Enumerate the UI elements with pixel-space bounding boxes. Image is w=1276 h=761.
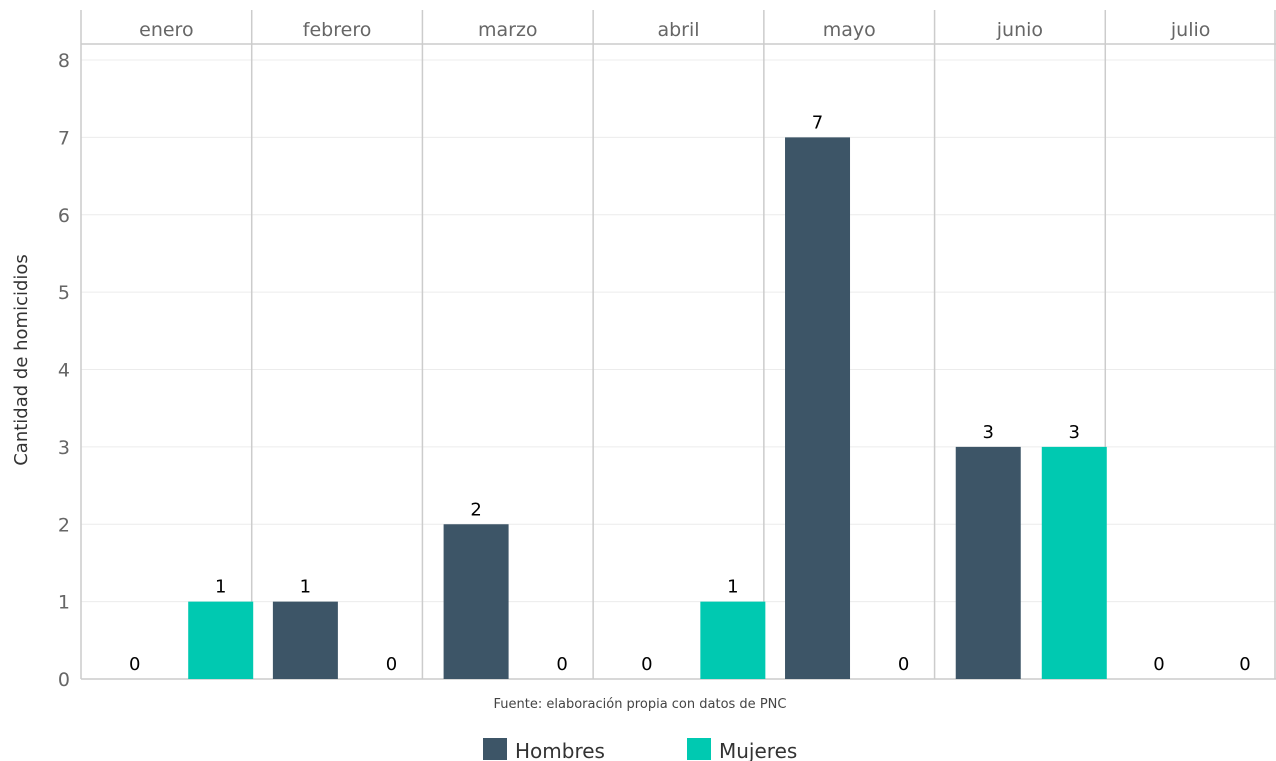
y-tick-label: 6 <box>58 205 70 227</box>
data-label: 0 <box>129 654 140 675</box>
y-tick-label: 7 <box>58 127 70 149</box>
y-tick-label: 3 <box>58 437 70 459</box>
bar <box>700 601 766 679</box>
facet-label: marzo <box>478 19 538 41</box>
data-labels: 0 1 1 0 2 0 0 1 7 0 3 3 0 0 <box>129 112 1251 675</box>
bars <box>188 137 1107 679</box>
y-tick-label: 2 <box>58 514 70 536</box>
y-axis-ticks: 0 1 2 3 4 5 6 7 8 <box>58 50 70 691</box>
data-label: 0 <box>898 654 909 675</box>
legend-swatch <box>687 738 711 760</box>
caption: Fuente: elaboración propia con datos de … <box>494 697 787 712</box>
bar <box>785 137 851 679</box>
data-label: 0 <box>556 654 567 675</box>
y-axis-title: Cantidad de homicidios <box>11 254 32 466</box>
facet-label: abril <box>657 19 699 41</box>
facet-label: junio <box>996 19 1043 41</box>
bar <box>955 446 1021 679</box>
y-tick-label: 0 <box>58 669 70 691</box>
y-tick-label: 4 <box>58 360 70 382</box>
y-tick-label: 8 <box>58 50 70 72</box>
facet-label: mayo <box>823 19 876 41</box>
legend: Hombres Mujeres <box>483 738 797 761</box>
gridlines <box>81 59 1276 603</box>
data-label: 1 <box>300 577 311 598</box>
data-label: 1 <box>215 577 226 598</box>
data-label: 1 <box>727 577 738 598</box>
data-label: 3 <box>983 422 994 443</box>
facet-label: julio <box>1170 19 1211 41</box>
data-label: 0 <box>1153 654 1164 675</box>
legend-swatch <box>483 738 507 760</box>
data-label: 7 <box>812 112 823 133</box>
y-tick-label: 1 <box>58 592 70 614</box>
data-label: 3 <box>1069 422 1080 443</box>
facet-label: enero <box>139 19 193 41</box>
data-label: 0 <box>1239 654 1250 675</box>
facet-label: febrero <box>303 19 372 41</box>
bar <box>188 601 254 679</box>
facet-panels: enero febrero marzo abril mayo junio julio <box>80 10 1276 680</box>
y-tick-label: 5 <box>58 282 70 304</box>
data-label: 0 <box>386 654 397 675</box>
data-label: 2 <box>470 499 481 520</box>
bar <box>443 524 509 679</box>
legend-label: Hombres <box>515 739 605 761</box>
bar <box>272 601 338 679</box>
bar <box>1041 446 1107 679</box>
data-label: 0 <box>641 654 652 675</box>
legend-label: Mujeres <box>719 739 797 761</box>
